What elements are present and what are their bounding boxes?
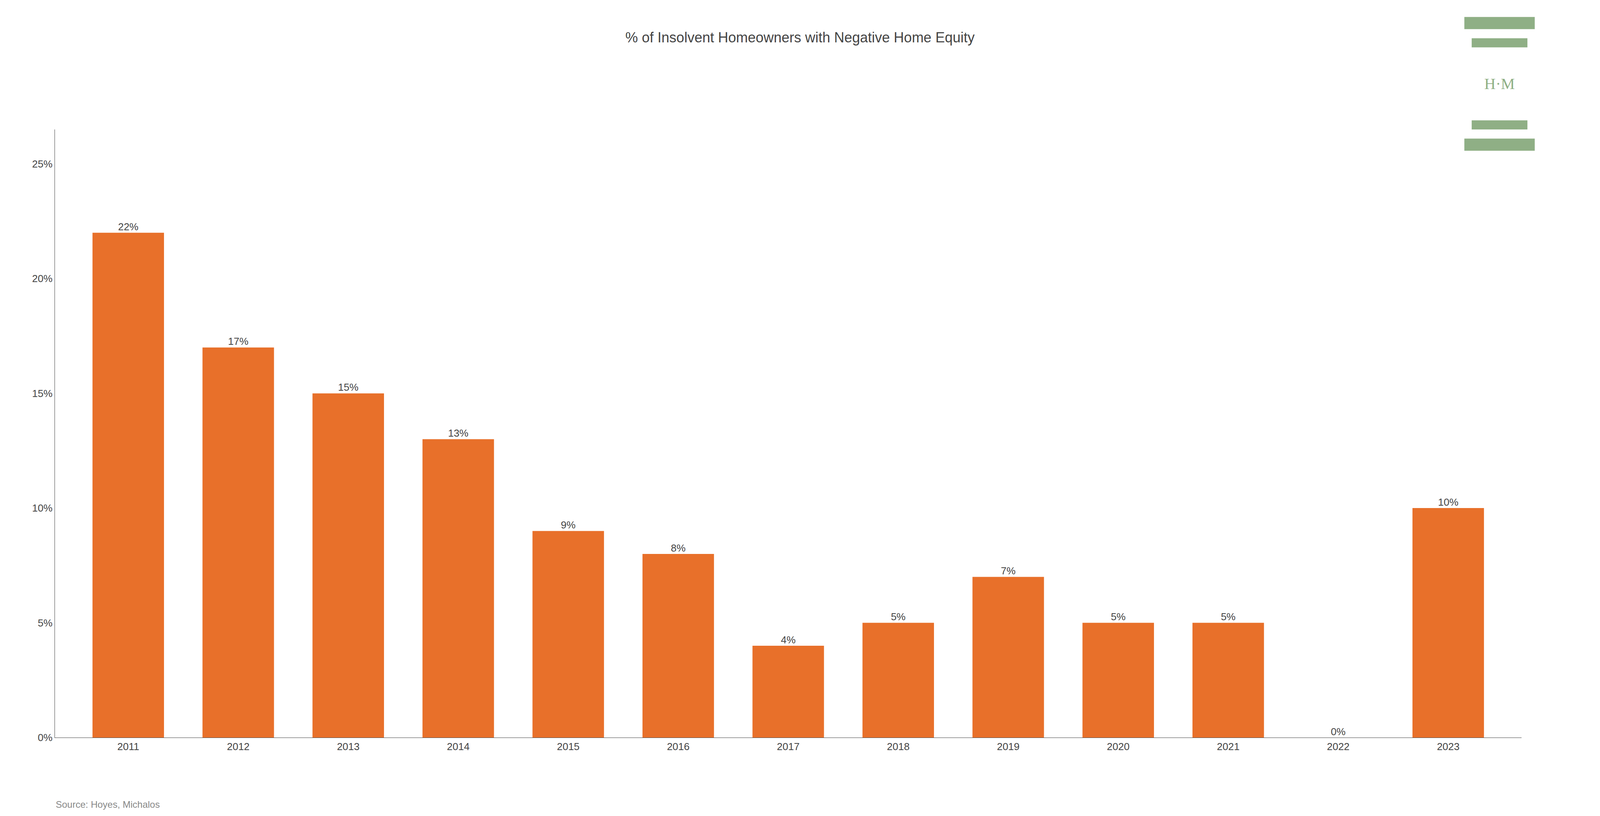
svg-text:5%: 5%: [1110, 610, 1126, 623]
svg-text:9%: 9%: [560, 518, 576, 531]
svg-text:Source: Hoyes, Michalos: Source: Hoyes, Michalos: [55, 799, 160, 810]
svg-text:0%: 0%: [37, 731, 53, 744]
svg-text:17%: 17%: [227, 335, 249, 348]
svg-text:8%: 8%: [670, 542, 686, 554]
svg-text:2015: 2015: [556, 740, 580, 753]
svg-text:2022: 2022: [1326, 740, 1350, 753]
svg-text:15%: 15%: [338, 381, 359, 394]
svg-text:2018: 2018: [886, 740, 910, 753]
svg-text:H·M: H·M: [1484, 74, 1515, 93]
svg-text:10%: 10%: [32, 502, 53, 514]
svg-text:2011: 2011: [117, 740, 140, 753]
svg-text:4%: 4%: [780, 633, 796, 646]
svg-text:2013: 2013: [336, 740, 360, 753]
svg-text:2012: 2012: [226, 740, 250, 753]
svg-text:25%: 25%: [32, 158, 53, 170]
svg-text:7%: 7%: [1001, 564, 1016, 577]
svg-text:2016: 2016: [666, 740, 690, 753]
svg-text:5%: 5%: [890, 610, 906, 623]
svg-text:5%: 5%: [37, 617, 53, 629]
svg-text:5%: 5%: [1220, 610, 1236, 623]
svg-text:2021: 2021: [1216, 740, 1240, 753]
svg-text:2014: 2014: [446, 740, 470, 753]
svg-text:% of Insolvent Homeowners with: % of Insolvent Homeowners with Negative …: [625, 29, 975, 46]
svg-text:15%: 15%: [32, 387, 53, 400]
svg-text:13%: 13%: [447, 427, 469, 439]
svg-text:10%: 10%: [1437, 496, 1459, 508]
svg-text:2023: 2023: [1436, 740, 1460, 753]
svg-text:2017: 2017: [777, 740, 800, 753]
svg-text:0%: 0%: [1330, 725, 1346, 738]
svg-text:22%: 22%: [118, 220, 139, 233]
svg-text:20%: 20%: [32, 272, 53, 285]
svg-text:2019: 2019: [996, 740, 1020, 753]
svg-text:2020: 2020: [1106, 740, 1130, 753]
